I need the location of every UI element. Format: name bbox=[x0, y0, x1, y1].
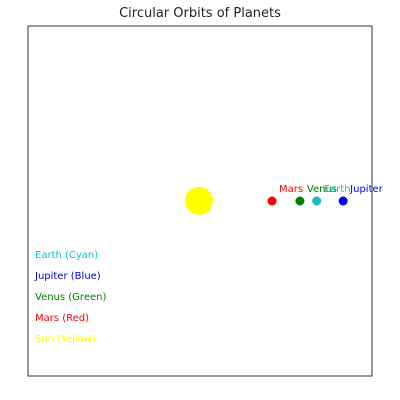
planet-marker-jupiter bbox=[338, 196, 348, 206]
legend: Earth (Cyan) Jupiter (Blue) Venus (Green) M… bbox=[34, 250, 106, 345]
planet-label-jupiter: Jupiter bbox=[349, 184, 383, 195]
legend-entry-4: Mars (Red) bbox=[35, 313, 89, 324]
planet-label-earth: Earth bbox=[324, 184, 351, 195]
legend-entry-5: Sun (Yellow) bbox=[35, 334, 96, 345]
legend-entry-3: Venus (Green) bbox=[35, 292, 106, 303]
legend-entry-1: Earth (Cyan) bbox=[35, 250, 98, 261]
planet-marker-venus bbox=[295, 196, 305, 206]
planet-label-mars: Mars bbox=[279, 184, 303, 195]
planet-marker-earth bbox=[312, 196, 322, 206]
chart-title: Circular Orbits of Planets bbox=[119, 6, 281, 21]
planet-marker-mars bbox=[267, 196, 277, 206]
sun-marker bbox=[185, 187, 213, 215]
legend-entry-2: Jupiter (Blue) bbox=[34, 271, 101, 282]
planet-label-venus: Venus bbox=[307, 184, 337, 195]
